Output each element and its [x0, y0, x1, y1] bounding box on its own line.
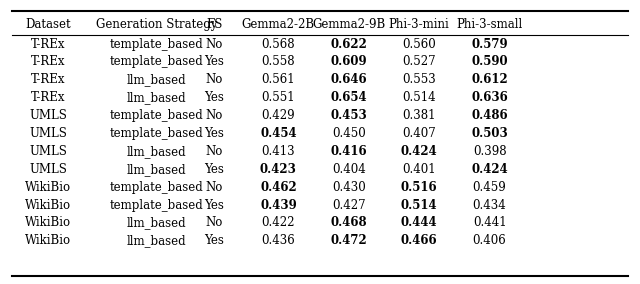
Text: WikiBio: WikiBio	[25, 199, 71, 212]
Text: 0.429: 0.429	[262, 109, 295, 122]
Text: template_based: template_based	[110, 181, 204, 194]
Text: 0.424: 0.424	[401, 145, 438, 158]
Text: 0.514: 0.514	[401, 199, 438, 212]
Text: UMLS: UMLS	[29, 145, 67, 158]
Text: 0.436: 0.436	[262, 234, 295, 247]
Text: 0.413: 0.413	[262, 145, 295, 158]
Text: T-REx: T-REx	[31, 91, 65, 104]
Text: 0.654: 0.654	[330, 91, 367, 104]
Text: 0.472: 0.472	[330, 234, 367, 247]
Text: 0.514: 0.514	[403, 91, 436, 104]
Text: 0.561: 0.561	[262, 73, 295, 86]
Text: 0.453: 0.453	[330, 109, 367, 122]
Text: WikiBio: WikiBio	[25, 181, 71, 194]
Text: template_based: template_based	[110, 55, 204, 68]
Text: template_based: template_based	[110, 37, 204, 51]
Text: Yes: Yes	[204, 163, 225, 176]
Text: No: No	[205, 37, 223, 51]
Text: 0.441: 0.441	[473, 216, 506, 229]
Text: Yes: Yes	[204, 55, 225, 68]
Text: 0.434: 0.434	[473, 199, 506, 212]
Text: 0.427: 0.427	[332, 199, 365, 212]
Text: Generation Strategy: Generation Strategy	[96, 18, 218, 31]
Text: No: No	[205, 145, 223, 158]
Text: 0.551: 0.551	[262, 91, 295, 104]
Text: Phi-3-small: Phi-3-small	[456, 18, 523, 31]
Text: 0.381: 0.381	[403, 109, 436, 122]
Text: No: No	[205, 181, 223, 194]
Text: 0.486: 0.486	[471, 109, 508, 122]
Text: 0.568: 0.568	[262, 37, 295, 51]
Text: 0.636: 0.636	[471, 91, 508, 104]
Text: WikiBio: WikiBio	[25, 234, 71, 247]
Text: 0.466: 0.466	[401, 234, 438, 247]
Text: 0.622: 0.622	[330, 37, 367, 51]
Text: T-REx: T-REx	[31, 55, 65, 68]
Text: 0.609: 0.609	[330, 55, 367, 68]
Text: Yes: Yes	[204, 234, 225, 247]
Text: Yes: Yes	[204, 127, 225, 140]
Text: llm_based: llm_based	[127, 73, 187, 86]
Text: 0.439: 0.439	[260, 199, 297, 212]
Text: Dataset: Dataset	[25, 18, 71, 31]
Text: 0.424: 0.424	[471, 163, 508, 176]
Text: 0.416: 0.416	[330, 145, 367, 158]
Text: 0.430: 0.430	[332, 181, 365, 194]
Text: 0.560: 0.560	[403, 37, 436, 51]
Text: 0.579: 0.579	[471, 37, 508, 51]
Text: 0.407: 0.407	[403, 127, 436, 140]
Text: 0.459: 0.459	[473, 181, 506, 194]
Text: 0.454: 0.454	[260, 127, 297, 140]
Text: UMLS: UMLS	[29, 109, 67, 122]
Text: template_based: template_based	[110, 199, 204, 212]
Text: 0.503: 0.503	[471, 127, 508, 140]
Text: llm_based: llm_based	[127, 234, 187, 247]
Text: No: No	[205, 73, 223, 86]
Text: 0.423: 0.423	[260, 163, 297, 176]
Text: 0.553: 0.553	[403, 73, 436, 86]
Text: FS: FS	[206, 18, 223, 31]
Text: WikiBio: WikiBio	[25, 216, 71, 229]
Text: UMLS: UMLS	[29, 127, 67, 140]
Text: template_based: template_based	[110, 127, 204, 140]
Text: 0.646: 0.646	[330, 73, 367, 86]
Text: T-REx: T-REx	[31, 73, 65, 86]
Text: 0.422: 0.422	[262, 216, 295, 229]
Text: llm_based: llm_based	[127, 145, 187, 158]
Text: Yes: Yes	[204, 91, 225, 104]
Text: Gemma2-2B: Gemma2-2B	[242, 18, 315, 31]
Text: llm_based: llm_based	[127, 163, 187, 176]
Text: 0.444: 0.444	[401, 216, 438, 229]
Text: No: No	[205, 109, 223, 122]
Text: No: No	[205, 216, 223, 229]
Text: 0.450: 0.450	[332, 127, 365, 140]
Text: UMLS: UMLS	[29, 163, 67, 176]
Text: llm_based: llm_based	[127, 216, 187, 229]
Text: 0.404: 0.404	[332, 163, 365, 176]
Text: Yes: Yes	[204, 199, 225, 212]
Text: 0.590: 0.590	[471, 55, 508, 68]
Text: 0.516: 0.516	[401, 181, 438, 194]
Text: 0.406: 0.406	[473, 234, 506, 247]
Text: llm_based: llm_based	[127, 91, 187, 104]
Text: template_based: template_based	[110, 109, 204, 122]
Text: 0.468: 0.468	[330, 216, 367, 229]
Text: 0.398: 0.398	[473, 145, 506, 158]
Text: 0.527: 0.527	[403, 55, 436, 68]
Text: T-REx: T-REx	[31, 37, 65, 51]
Text: 0.612: 0.612	[471, 73, 508, 86]
Text: 0.401: 0.401	[403, 163, 436, 176]
Text: 0.558: 0.558	[262, 55, 295, 68]
Text: 0.462: 0.462	[260, 181, 297, 194]
Text: Phi-3-mini: Phi-3-mini	[389, 18, 449, 31]
Text: Gemma2-9B: Gemma2-9B	[312, 18, 385, 31]
